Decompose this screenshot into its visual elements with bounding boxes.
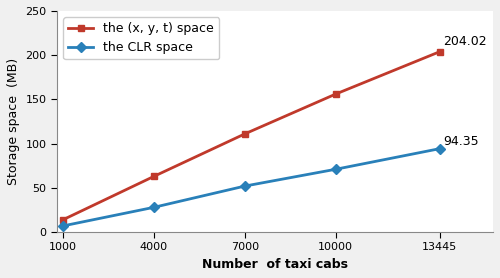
the (x, y, t) space — [332, 92, 338, 96]
the CLR space — [242, 184, 248, 188]
Line: the CLR space: the CLR space — [60, 145, 444, 229]
the (x, y, t) space — [242, 132, 248, 136]
Line: the (x, y, t) space: the (x, y, t) space — [60, 48, 444, 223]
Y-axis label: Storage space  (MB): Storage space (MB) — [7, 58, 20, 185]
the CLR space — [151, 206, 157, 209]
the CLR space — [437, 147, 443, 150]
Text: 204.02: 204.02 — [443, 34, 486, 48]
Text: 94.35: 94.35 — [443, 135, 478, 148]
the CLR space — [60, 224, 66, 228]
the CLR space — [332, 168, 338, 171]
the (x, y, t) space — [60, 218, 66, 221]
the (x, y, t) space — [437, 50, 443, 53]
Legend: the (x, y, t) space, the CLR space: the (x, y, t) space, the CLR space — [64, 17, 219, 59]
X-axis label: Number  of taxi cabs: Number of taxi cabs — [202, 258, 348, 271]
the (x, y, t) space — [151, 175, 157, 178]
